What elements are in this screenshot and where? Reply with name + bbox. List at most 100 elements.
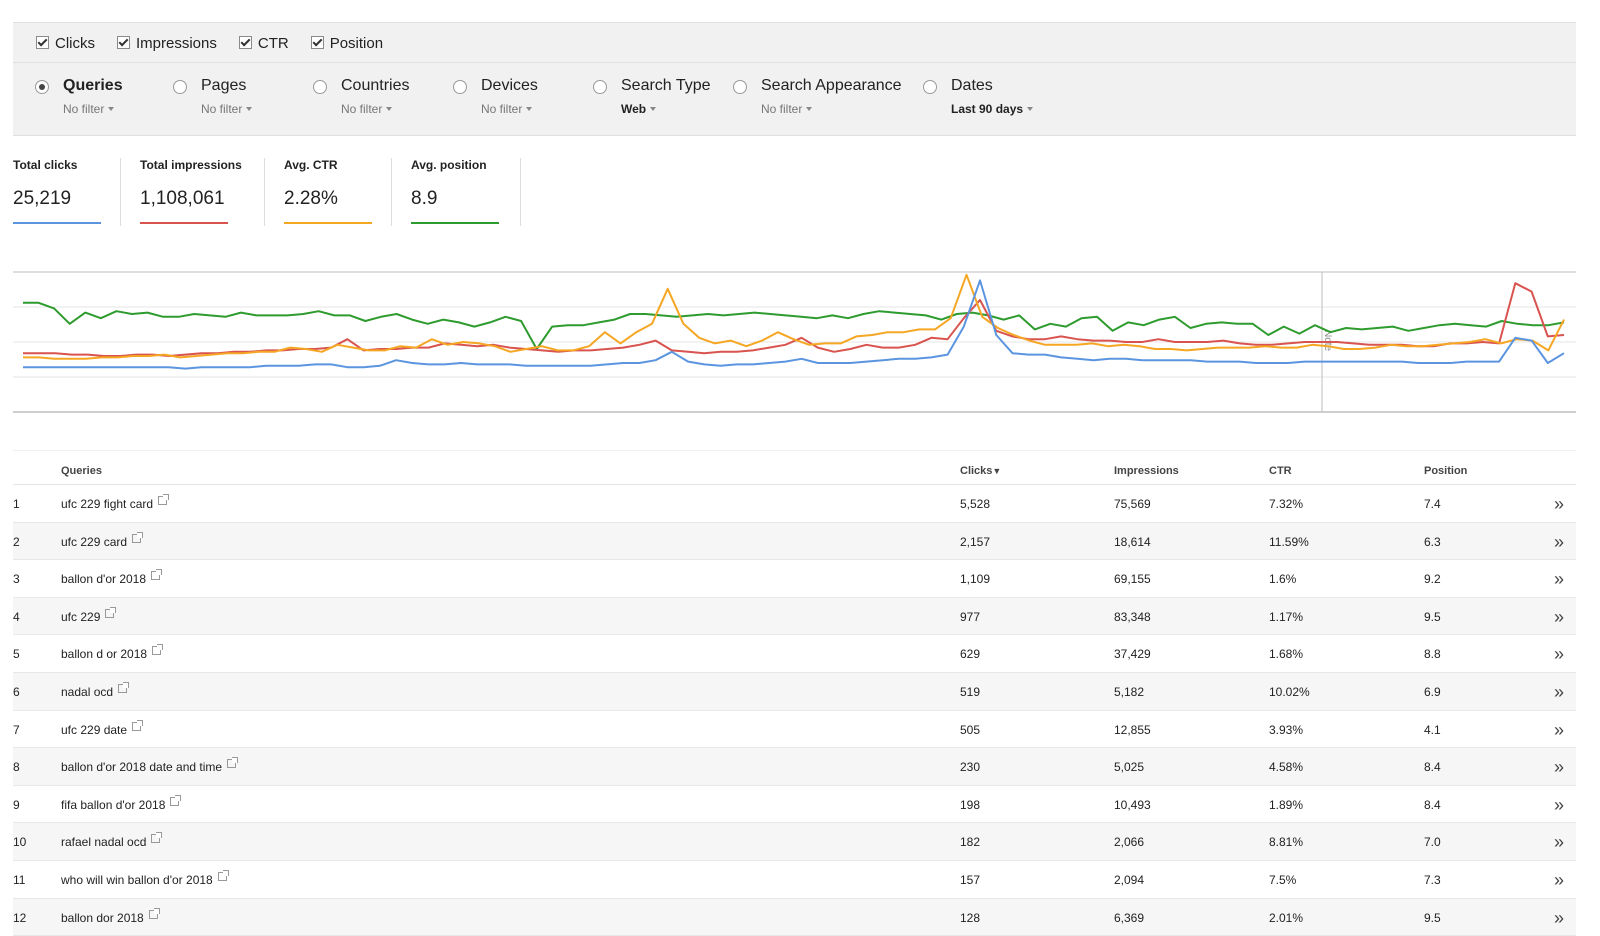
table-body: 1 ufc 229 fight card 5,528 75,569 7.32% 7.4» 2… <box>13 485 1576 936</box>
metric-impressions-checkbox[interactable]: Impressions <box>117 35 217 52</box>
expand-chevron-icon[interactable]: » <box>1553 494 1564 514</box>
expand-chevron-icon[interactable]: » <box>1553 606 1564 627</box>
query-cell: ballon d'or 2018 <box>61 569 163 586</box>
external-link-icon[interactable] <box>227 757 239 769</box>
expand-chevron-icon[interactable]: » <box>1553 869 1564 890</box>
impressions-cell: 69,155 <box>1114 572 1151 587</box>
clicks-cell: 519 <box>960 684 981 699</box>
impressions-cell: 6,369 <box>1114 910 1145 925</box>
expand-chevron-icon[interactable]: » <box>1553 569 1564 590</box>
table-row[interactable]: 9 fifa ballon d'or 2018 198 10,493 1.89% 8.4 » <box>13 786 1576 824</box>
table-row[interactable]: 8 ballon d'or 2018 date and time 230 5,025 4… <box>13 748 1576 786</box>
external-link-icon[interactable] <box>105 606 117 618</box>
table-row[interactable]: 12 ballon dor 2018 128 6,369 2.01% 9.5 » <box>13 898 1576 936</box>
checkbox-icon[interactable] <box>117 35 130 49</box>
stat-total-impressions[interactable]: Total impressions 1,108,061 <box>140 150 260 224</box>
column-header-clicks[interactable]: Clicks▼ <box>960 465 1002 477</box>
performance-chart[interactable]: Note <box>13 260 1576 420</box>
table-row[interactable]: 7 ufc 229 date 505 12,855 3.93% 4.1 » <box>13 711 1576 749</box>
checkbox-icon[interactable] <box>310 35 324 49</box>
row-number: 3 <box>13 572 20 587</box>
radio-selected-icon[interactable] <box>35 80 49 94</box>
metrics-toolbar: Clicks Impressions CTR Position <box>13 22 1576 63</box>
column-header-queries[interactable]: Queries <box>61 465 102 477</box>
external-link-icon[interactable] <box>158 494 170 505</box>
expand-chevron-icon[interactable]: » <box>1553 644 1564 665</box>
expand-chevron-icon[interactable]: » <box>1553 757 1564 778</box>
position-cell: 7.3 <box>1424 872 1441 887</box>
position-cell: 9.5 <box>1424 609 1441 624</box>
stat-avg-position[interactable]: Avg. position 8.9 <box>411 150 511 224</box>
filter-dropdown[interactable]: No filter <box>761 102 813 116</box>
chart-series <box>23 273 1565 370</box>
metric-position-checkbox[interactable]: Position <box>310 35 383 52</box>
radio-icon[interactable] <box>733 80 747 94</box>
caret-down-icon <box>1027 107 1034 111</box>
external-link-icon[interactable] <box>151 832 163 844</box>
metric-ctr-checkbox[interactable]: CTR <box>238 35 289 52</box>
query-cell: ballon dor 2018 <box>61 907 160 925</box>
stat-avg-ctr[interactable]: Avg. CTR 2.28% <box>284 150 384 224</box>
expand-chevron-icon[interactable]: » <box>1553 907 1564 928</box>
radio-icon[interactable] <box>173 80 187 94</box>
filter-dropdown[interactable]: No filter <box>63 102 115 116</box>
radio-icon[interactable] <box>453 80 467 94</box>
table-row[interactable]: 11 who will win ballon d'or 2018 157 2,094 7… <box>13 861 1576 899</box>
note-marker-label[interactable]: Note <box>1322 330 1333 352</box>
filter-dropdown[interactable]: No filter <box>201 102 253 116</box>
position-cell: 4.1 <box>1424 722 1441 737</box>
caret-down-icon <box>386 107 393 111</box>
table-row[interactable]: 1 ufc 229 fight card 5,528 75,569 7.32% 7.4 » <box>13 485 1576 523</box>
filter-dropdown[interactable]: No filter <box>481 102 533 116</box>
clicks-cell: 629 <box>960 647 981 662</box>
column-header-ctr[interactable]: CTR <box>1269 465 1292 477</box>
table-row[interactable]: 10 rafael nadal ocd 182 2,066 8.81% 7.0 » <box>13 823 1576 861</box>
series-line-0 <box>23 301 1565 350</box>
checkbox-icon[interactable] <box>36 35 49 49</box>
external-link-icon[interactable] <box>170 794 182 806</box>
radio-icon[interactable] <box>313 80 327 94</box>
impressions-cell: 5,182 <box>1114 684 1145 699</box>
ctr-cell: 1.68% <box>1269 647 1304 662</box>
checkbox-icon[interactable] <box>238 35 252 49</box>
expand-chevron-icon[interactable]: » <box>1553 794 1564 815</box>
expand-chevron-icon[interactable]: » <box>1553 719 1564 740</box>
stat-total-clicks[interactable]: Total clicks 25,219 <box>13 150 103 224</box>
row-number: 4 <box>13 609 20 624</box>
filter-dropdown[interactable]: Web <box>621 102 657 116</box>
external-link-icon[interactable] <box>152 644 164 656</box>
query-text: ufc 229 date <box>61 722 128 737</box>
queries-table: Queries Clicks▼ Impressions CTR Position… <box>13 450 1576 936</box>
table-row[interactable]: 3 ballon d'or 2018 1,109 69,155 1.6% 9.2 » <box>13 560 1576 598</box>
table-row[interactable]: 2 ufc 229 card 2,157 18,614 11.59% 6.3 » <box>13 522 1576 561</box>
radio-icon[interactable] <box>593 80 607 94</box>
table-row[interactable]: 5 ballon d or 2018 629 37,429 1.68% 8.8 » <box>13 635 1576 673</box>
ctr-cell: 2.01% <box>1269 910 1304 925</box>
external-link-icon[interactable] <box>217 869 229 881</box>
column-header-position[interactable]: Position <box>1424 465 1468 477</box>
clicks-cell: 182 <box>960 835 981 850</box>
ctr-cell: 4.58% <box>1269 760 1304 775</box>
ctr-cell: 1.6% <box>1269 572 1297 587</box>
column-header-impressions[interactable]: Impressions <box>1114 465 1179 477</box>
query-text: ufc 229 <box>61 609 101 624</box>
filter-dropdown[interactable]: Last 90 days <box>951 102 1034 116</box>
position-cell: 6.9 <box>1424 684 1441 699</box>
radio-icon[interactable] <box>923 80 937 94</box>
ctr-cell: 1.17% <box>1269 609 1304 624</box>
query-text: ballon d or 2018 <box>61 647 148 662</box>
query-text: fifa ballon d'or 2018 <box>61 797 166 812</box>
table-row[interactable]: 6 nadal ocd 519 5,182 10.02% 6.9 » <box>13 672 1576 711</box>
row-number: 11 <box>13 872 26 887</box>
external-link-icon[interactable] <box>118 681 130 693</box>
external-link-icon[interactable] <box>132 719 144 731</box>
external-link-icon[interactable] <box>132 531 144 543</box>
expand-chevron-icon[interactable]: » <box>1553 531 1564 552</box>
external-link-icon[interactable] <box>148 907 160 919</box>
table-row[interactable]: 4 ufc 229 977 83,348 1.17% 9.5 » <box>13 597 1576 636</box>
expand-chevron-icon[interactable]: » <box>1553 832 1564 853</box>
filter-dropdown[interactable]: No filter <box>341 102 393 116</box>
expand-chevron-icon[interactable]: » <box>1553 681 1564 702</box>
metric-clicks-checkbox[interactable]: Clicks <box>36 35 95 52</box>
external-link-icon[interactable] <box>151 569 163 581</box>
